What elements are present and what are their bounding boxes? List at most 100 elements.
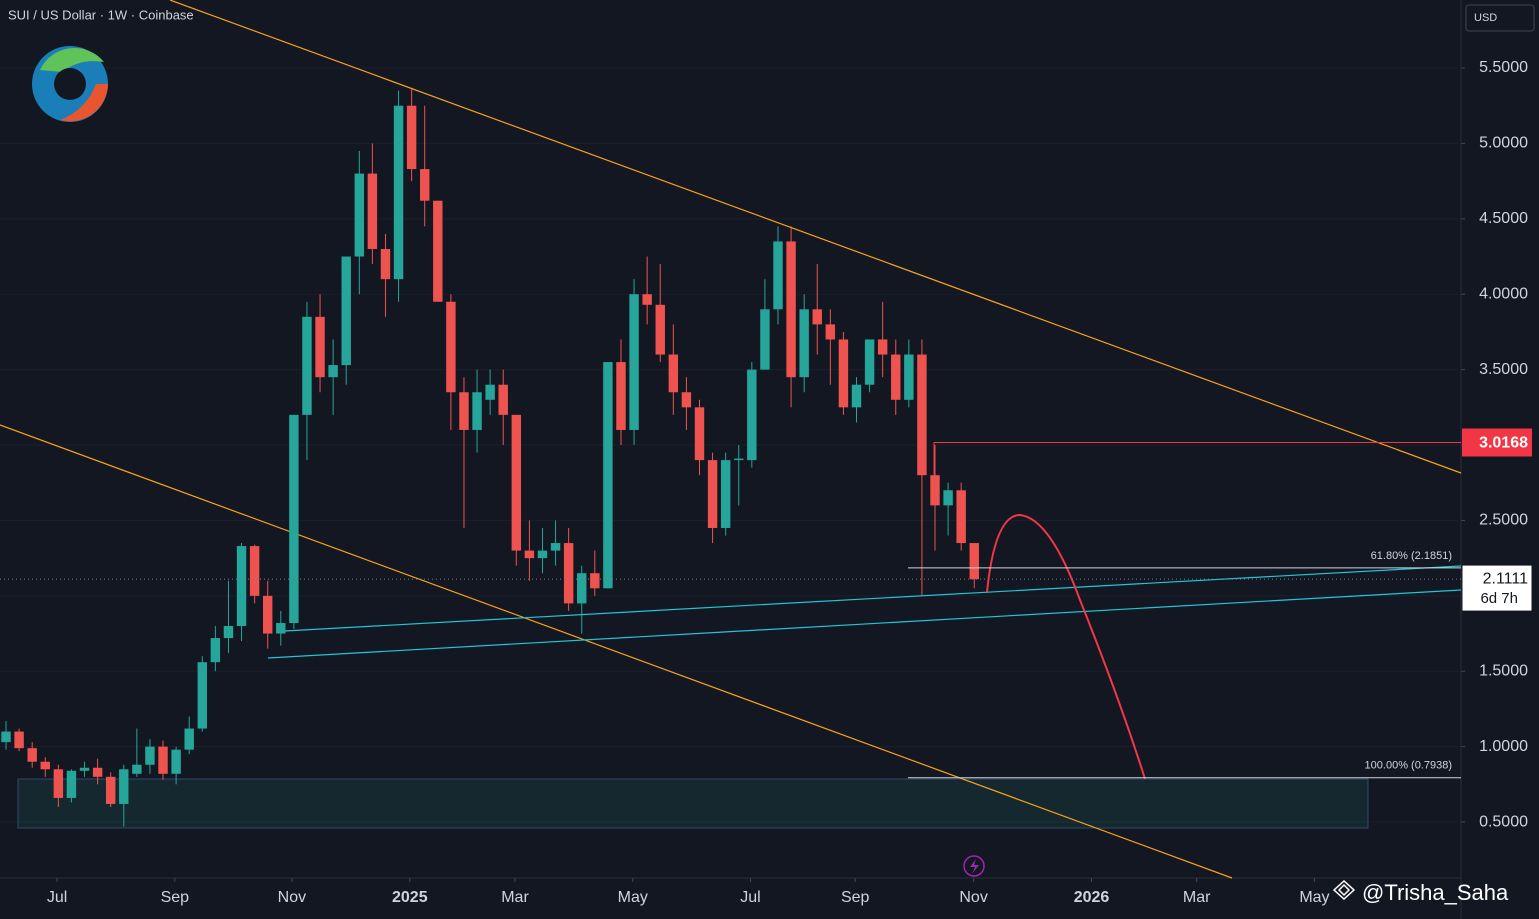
candle-body [223,626,234,639]
candle-body [485,384,495,400]
price-label-box [1462,428,1532,457]
candle-body [420,169,430,201]
candle-body [969,543,979,580]
candle-body [904,354,914,400]
candle-body [943,490,953,506]
x-tick-label: Mar [501,889,529,906]
candle-body [917,354,927,476]
candle-body [249,546,260,596]
x-tick-label: Mar [1183,889,1211,906]
x-tick-label: 2026 [1074,889,1110,906]
candle-body [590,573,600,589]
candle-body [563,543,574,604]
candle-body [1,731,11,743]
candle-body [367,173,378,249]
price-line [933,441,1461,475]
candle-body [406,105,417,170]
x-tick-label: Sep [161,889,190,906]
candle-body [773,241,783,310]
candle-body [550,543,561,551]
fib-label: 100.00% (0.7938) [1365,760,1452,772]
candle-body [171,749,181,774]
y-tick-label: 3.5000 [1479,361,1528,378]
candle-body [707,460,718,528]
candle-body [864,339,875,385]
candle-body [956,490,966,544]
x-tick-label: Jul [47,889,67,906]
logo [32,46,108,122]
last-price-box [1461,564,1533,612]
candle-body [851,384,862,408]
candle-body [236,546,247,627]
candle-body [158,746,168,774]
y-tick-label: 4.0000 [1479,285,1528,302]
candle-body [302,316,312,415]
countdown: 6d 7h [1480,590,1518,607]
candle-body [694,407,705,461]
x-tick-label: Nov [959,889,987,906]
candle-body [145,746,155,765]
watermark-icon [1332,879,1356,901]
candle-body [53,769,64,798]
candle-body [393,105,404,280]
candle-body [734,458,744,461]
x-tick-label: Nov [278,889,306,906]
currency-box[interactable] [1465,4,1535,32]
candle-body [14,731,24,749]
trendline [169,0,1462,474]
candle-body [668,354,679,393]
candle-body [289,414,299,623]
candle-body [184,728,194,750]
candle-body [681,392,692,408]
candle-body [276,622,286,634]
candle-body [262,595,273,634]
candle-body [328,365,338,378]
candle-body [616,362,626,430]
candle-body [524,550,535,559]
demand-zone [17,778,1369,829]
y-tick-label: 0.5000 [1479,813,1528,830]
candle-body [210,638,221,663]
lightning-icon[interactable] [963,855,985,877]
candle-body [786,241,796,378]
x-tick-label: 2025 [392,889,428,906]
fib-label: 61.80% (2.1851) [1371,550,1452,562]
candle-body [92,767,103,777]
candle-body [446,301,456,393]
y-tick-label: 5.0000 [1479,135,1528,152]
last-price: 2.1111 [1483,570,1528,587]
trendline [0,424,1233,879]
candle-body [79,767,90,771]
candle-body [930,475,940,506]
candle-body [380,248,391,280]
candle-body [459,392,469,430]
x-tick-label: May [1299,889,1329,906]
y-tick-label: 5.5000 [1479,59,1528,76]
candle-body [66,770,77,798]
candle-body [472,392,482,430]
candle-body [315,316,325,378]
candle-body [799,309,809,378]
candle-body [720,460,731,528]
candle-body [40,761,50,770]
candle-body [537,550,548,559]
candle-body [577,573,587,604]
candle-body [498,384,508,415]
candle-body [812,309,822,325]
x-tick-label: May [618,889,648,906]
candle-body [341,256,351,366]
watermark: @Trisha_Saha [1362,880,1509,905]
currency[interactable]: USD [1474,12,1497,24]
candle-body [825,324,836,340]
x-tick-label: Jul [740,889,760,906]
candle-body [27,748,37,762]
projection-curve [986,513,1146,780]
support-line [284,565,1462,632]
candle-body [354,173,365,257]
candle-body [132,764,142,774]
candle-body [642,294,652,305]
candle-body [891,354,901,400]
